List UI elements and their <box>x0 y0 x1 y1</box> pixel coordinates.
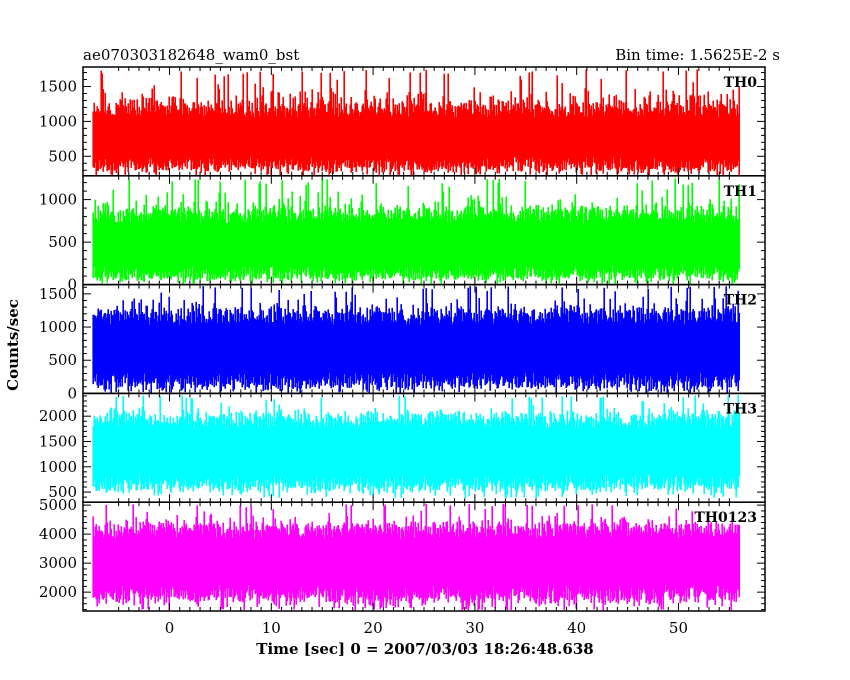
panel-th1: 0 500 1000 TH1 <box>39 175 766 294</box>
panel-label-th3: TH3 <box>724 401 757 417</box>
y-tick-label-th0: 1000 <box>39 112 77 130</box>
series-th0-trace <box>92 69 740 176</box>
panel-label-th2: TH2 <box>724 293 757 309</box>
y-tick-label-th0123: 2000 <box>39 583 77 601</box>
y-tick-label-th2: 1000 <box>39 318 77 336</box>
y-axis-title: Counts/sec <box>4 299 22 391</box>
y-tick-label-th3: 1500 <box>39 432 77 450</box>
chart-title-right: Bin time: 1.5625E-2 s <box>615 46 780 64</box>
series-th3-trace <box>92 395 740 498</box>
y-tick-label-th0123: 4000 <box>39 525 77 543</box>
y-tick-label-th3: 1000 <box>39 458 77 476</box>
panel-label-th0: TH0 <box>724 75 758 91</box>
y-tick-label-th3: 2000 <box>39 407 77 425</box>
y-tick-label-th2: 1500 <box>39 285 77 303</box>
panel-th0123: 2000 3000 4000 5000 TH0123 <box>39 496 766 612</box>
y-tick-label-th0123: 3000 <box>39 554 77 572</box>
x-tick-label: 20 <box>364 619 383 637</box>
y-tick-label-th3: 500 <box>48 483 77 501</box>
x-axis-title: Time [sec] 0 = 2007/03/03 18:26:48.638 <box>256 640 593 658</box>
panel-th2: 0 500 1000 1500 TH2 <box>39 283 766 402</box>
chart-title-left: ae070303182648_wam0_bst <box>83 46 299 64</box>
x-tick-label: 30 <box>465 619 484 637</box>
y-tick-label-th0123: 5000 <box>39 496 77 514</box>
series-th1-trace <box>92 178 740 285</box>
panel-th0: 500 1000 1500 TH0 <box>39 66 766 177</box>
y-tick-label-th0: 500 <box>48 147 77 165</box>
x-tick-label: 10 <box>262 619 281 637</box>
y-tick-label-th1: 1000 <box>39 191 77 209</box>
y-tick-label-th2: 500 <box>48 351 77 369</box>
y-tick-label-th0: 1500 <box>39 78 77 96</box>
x-tick-label: 40 <box>567 619 586 637</box>
y-tick-label-th1: 500 <box>48 233 77 251</box>
x-tick-label: 0 <box>165 619 175 637</box>
panel-label-th0123: TH0123 <box>694 510 757 526</box>
y-tick-label-th1: 0 <box>67 276 77 294</box>
panel-label-th1: TH1 <box>724 184 757 200</box>
x-tick-label: 50 <box>669 619 688 637</box>
y-tick-label-th2: 0 <box>67 384 77 402</box>
series-th2-trace <box>92 286 740 394</box>
series-th0123-trace <box>92 503 740 611</box>
panel-th3: 500 1000 1500 2000 TH3 <box>39 392 766 503</box>
